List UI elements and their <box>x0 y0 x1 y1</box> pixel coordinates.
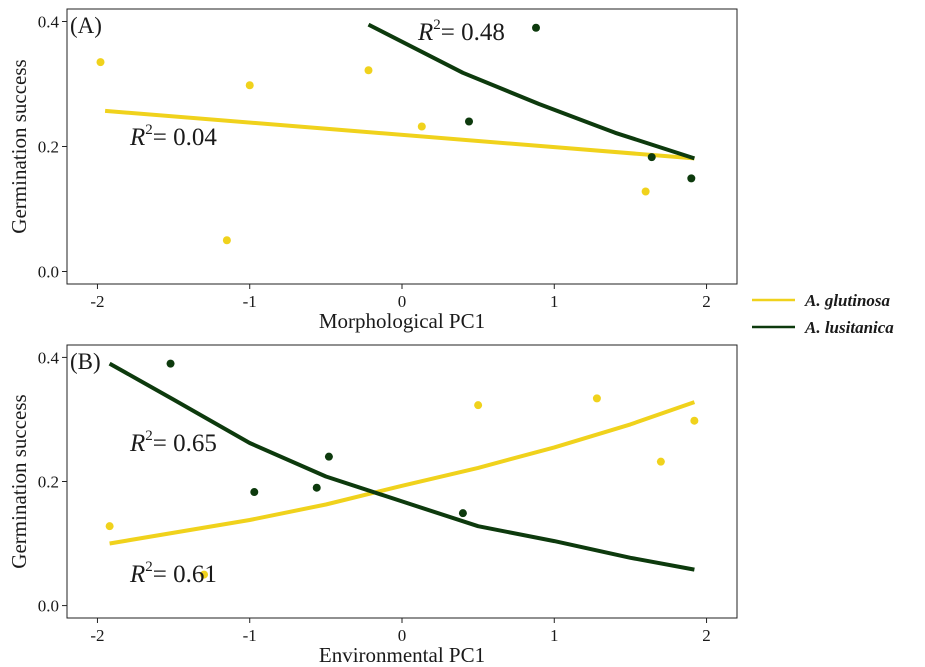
fit-line-glutinosa <box>104 108 695 161</box>
r-squared-label-glutinosa: R2= 0.04 <box>129 122 217 151</box>
data-point-lusitanica <box>647 153 656 162</box>
y-tick-label: 0.4 <box>38 348 60 367</box>
panel-a: -2 -1 0 1 2 0.0 0.2 0.4 Morphological PC1 Germina… <box>7 8 738 333</box>
r-squared-value: 0.61 <box>173 561 217 588</box>
data-point-glutinosa <box>474 401 483 410</box>
fit-line-glutinosa <box>109 400 696 546</box>
x-tick-label: 2 <box>702 626 711 645</box>
x-tick-label: 2 <box>702 292 711 311</box>
data-point-glutinosa <box>364 66 373 75</box>
x-tick-label: 1 <box>550 292 559 311</box>
r-squared-label-glutinosa: R2= 0.61 <box>129 559 217 588</box>
x-tick-label: -2 <box>90 626 104 645</box>
x-tick-label: -1 <box>243 292 257 311</box>
y-tick-label: 0.0 <box>38 263 59 282</box>
legend-label: A. lusitanica <box>804 318 894 337</box>
x-axis-title: Environmental PC1 <box>319 643 485 667</box>
panel-b: -2 -1 0 1 2 0.0 0.2 0.4 Environmental PC1 Germina… <box>7 344 738 667</box>
data-point-glutinosa <box>105 522 114 531</box>
panel-label: (B) <box>70 349 101 374</box>
y-axis-title: Germination success <box>7 394 31 568</box>
data-point-glutinosa <box>690 416 699 425</box>
r-squared-value: 0.48 <box>461 19 505 46</box>
r-squared-label-lusitanica: R2= 0.48 <box>417 17 505 46</box>
x-axis-title: Morphological PC1 <box>319 309 485 333</box>
x-tick-label: 0 <box>398 292 407 311</box>
r-squared-value: 0.04 <box>173 124 217 151</box>
y-tick-label: 0.2 <box>38 473 59 492</box>
y-axis-title: Germination success <box>7 59 31 233</box>
data-point-lusitanica <box>250 488 259 497</box>
legend-label: A. glutinosa <box>804 291 891 310</box>
fit-line-lusitanica <box>108 361 695 572</box>
r-squared-label-lusitanica: R2= 0.65 <box>129 428 217 457</box>
data-point-lusitanica <box>687 174 696 183</box>
x-tick-label: 1 <box>550 626 559 645</box>
data-point-lusitanica <box>458 509 467 518</box>
x-tick-label: 0 <box>398 626 407 645</box>
r-squared-value: 0.65 <box>173 430 217 457</box>
fit-line-lusitanica <box>367 22 696 161</box>
data-point-glutinosa <box>245 81 254 90</box>
data-point-glutinosa <box>592 394 601 403</box>
x-tick-label: -1 <box>243 626 257 645</box>
data-point-lusitanica <box>465 117 473 126</box>
data-point-lusitanica <box>166 359 175 368</box>
data-point-lusitanica <box>532 23 540 32</box>
x-tick-label: -2 <box>90 292 104 311</box>
data-point-glutinosa <box>222 236 231 245</box>
y-tick-label: 0.0 <box>38 597 59 616</box>
data-point-lusitanica <box>324 452 333 461</box>
data-point-glutinosa <box>96 58 105 67</box>
data-point-glutinosa <box>200 570 209 579</box>
data-point-glutinosa <box>656 457 665 466</box>
y-tick-label: 0.2 <box>38 138 59 157</box>
panel-label: (A) <box>70 13 102 38</box>
data-point-lusitanica <box>312 483 321 492</box>
y-tick-label: 0.4 <box>38 13 60 32</box>
legend: A. glutinosa A. lusitanica <box>752 291 894 337</box>
data-point-glutinosa <box>417 122 426 131</box>
data-point-glutinosa <box>641 187 650 196</box>
